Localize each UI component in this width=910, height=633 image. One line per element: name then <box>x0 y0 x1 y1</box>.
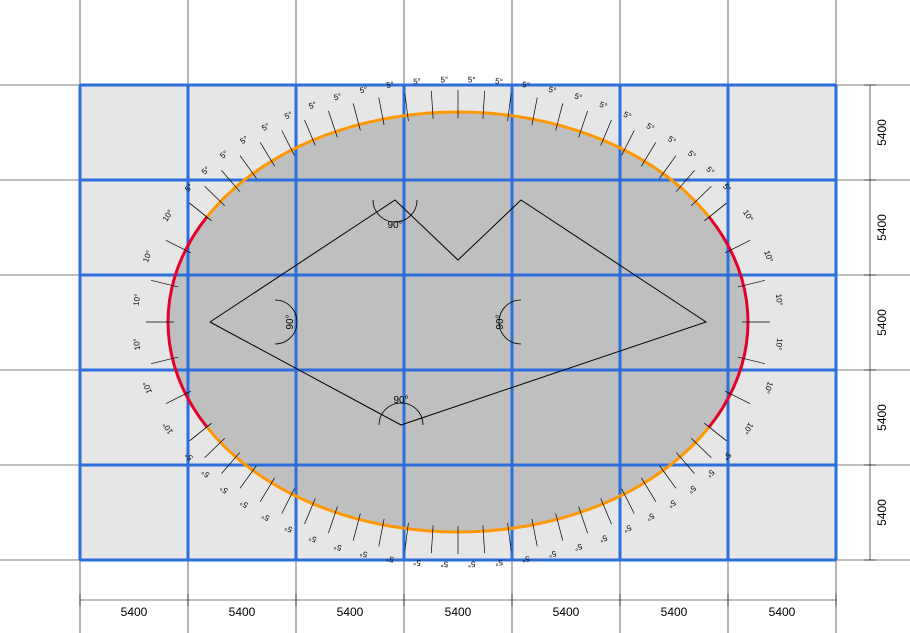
dim-label-right: 5400 <box>875 404 889 431</box>
angle-label: 90° <box>495 314 506 329</box>
dim-label-bottom: 5400 <box>337 605 364 619</box>
angle-label: 90° <box>285 314 296 329</box>
dim-label-right: 5400 <box>875 119 889 146</box>
degree-label: 5° <box>521 554 530 564</box>
diagram-svg: 5°5°5°5°5°5°5°5°5°5°5°5°5°5°5°5°5°5°5°5°… <box>0 0 910 633</box>
degree-label: 10° <box>132 293 142 306</box>
dim-label-bottom: 5400 <box>121 605 148 619</box>
degree-label: 10° <box>774 338 784 351</box>
degree-label: 5° <box>413 77 421 87</box>
degree-label: 5° <box>440 560 448 569</box>
degree-label: 5° <box>440 75 448 84</box>
degree-label: 5° <box>386 80 395 90</box>
dim-label-bottom: 5400 <box>229 605 256 619</box>
dim-label-bottom: 5400 <box>445 605 472 619</box>
diagram-root: 5°5°5°5°5°5°5°5°5°5°5°5°5°5°5°5°5°5°5°5°… <box>0 0 910 633</box>
dim-label-bottom: 5400 <box>769 605 796 619</box>
degree-label: 5° <box>495 558 503 568</box>
degree-label: 10° <box>774 293 784 306</box>
degree-label: 5° <box>386 554 395 564</box>
degree-label: 10° <box>132 338 142 351</box>
degree-label: 5° <box>468 560 476 569</box>
dim-label-right: 5400 <box>875 214 889 241</box>
degree-label: 5° <box>521 80 530 90</box>
ellipse-body <box>168 112 748 532</box>
angle-label: 90° <box>387 220 402 231</box>
angle-label: 90° <box>393 395 408 406</box>
dim-label-bottom: 5400 <box>553 605 580 619</box>
dim-label-bottom: 5400 <box>661 605 688 619</box>
degree-label: 5° <box>468 75 476 84</box>
degree-label: 5° <box>413 558 421 568</box>
degree-label: 5° <box>495 77 503 87</box>
dim-label-right: 5400 <box>875 499 889 526</box>
dim-label-right: 5400 <box>875 309 889 336</box>
